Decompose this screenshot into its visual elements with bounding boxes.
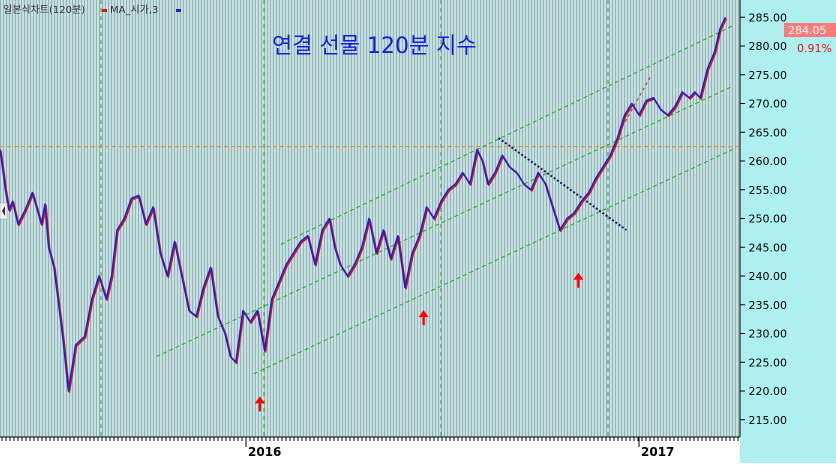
up-arrow-0 <box>254 396 265 412</box>
y-tick-label-285: 285.00 <box>749 11 788 24</box>
y-tick-label-240: 240.00 <box>749 270 788 283</box>
channel-middle-line <box>156 85 733 357</box>
header-label: 일본식차트(120분) MA_시가,3 <box>3 4 181 16</box>
scroll-button-left[interactable] <box>0 202 8 220</box>
y-tick-label-255: 255.00 <box>749 184 788 197</box>
up-arrow-2 <box>573 272 584 288</box>
chart-label: 일본식차트(120분) <box>3 4 85 16</box>
ma-legend-swatch <box>102 9 107 12</box>
y-tick-label-245: 245.00 <box>749 241 788 254</box>
y-tick-label-235: 235.00 <box>749 299 788 312</box>
up-arrow-0-head <box>254 396 265 404</box>
y-tick-label-230: 230.00 <box>749 328 788 341</box>
up-arrow-1 <box>418 310 429 326</box>
y-tick-label-260: 260.00 <box>749 155 788 168</box>
price-series-line <box>0 16 727 392</box>
last-price: 284.05 <box>788 24 827 37</box>
price-axis-background <box>740 0 836 463</box>
y-tick-label-265: 265.00 <box>749 126 788 139</box>
y-tick-label-225: 225.00 <box>749 356 788 369</box>
ma-color-swatch <box>176 9 181 12</box>
y-tick-label-215: 215.00 <box>749 414 788 427</box>
up-arrow-1-head <box>418 310 429 318</box>
y-tick-label-220: 220.00 <box>749 385 788 398</box>
trendline-1 <box>618 74 653 133</box>
time-axis-background <box>0 437 740 463</box>
y-tick-label-250: 250.00 <box>749 213 788 226</box>
y-tick-label-275: 275.00 <box>749 69 788 82</box>
up-arrow-1-shaft <box>422 317 425 326</box>
up-arrow-2-shaft <box>577 279 580 288</box>
up-arrow-2-head <box>573 272 584 280</box>
x-tick-label-2016: 2016 <box>248 445 281 459</box>
ma-label: MA_시가,3 <box>110 4 158 16</box>
chart-title: 연결 선물 120분 지수 <box>272 34 477 59</box>
change-percent: 0.91% <box>797 42 832 55</box>
plot-background <box>0 0 740 437</box>
x-tick-label-2017: 2017 <box>641 445 674 459</box>
up-arrow-0-shaft <box>258 403 261 412</box>
y-tick-label-270: 270.00 <box>749 98 788 111</box>
last-price-box: 284.05 0.91% <box>784 23 836 55</box>
y-tick-label-280: 280.00 <box>749 40 788 53</box>
